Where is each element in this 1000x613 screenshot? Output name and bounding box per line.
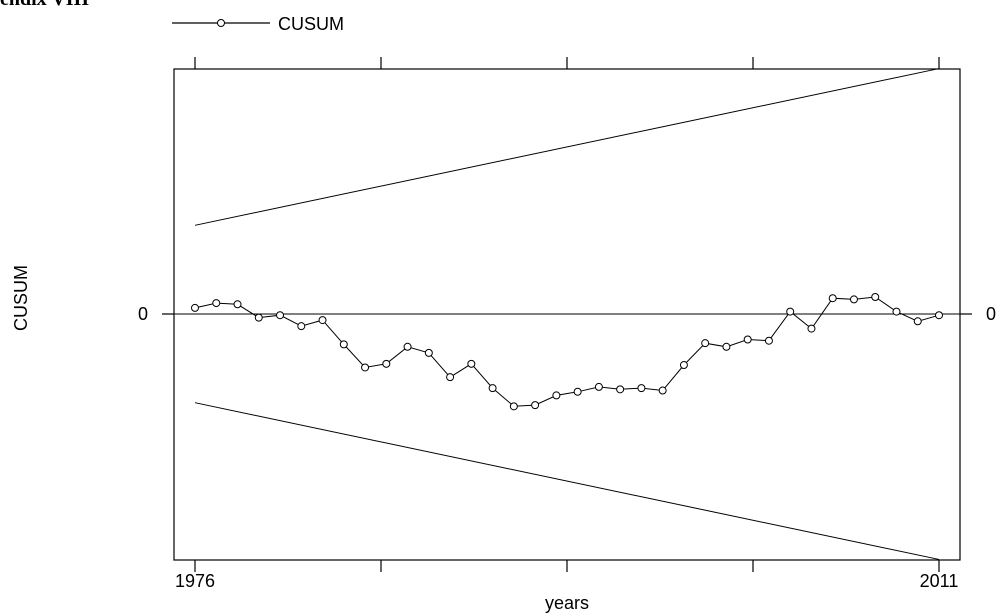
y-tick-label-left: 0 — [138, 304, 148, 324]
x-tick-label-1976: 1976 — [175, 571, 215, 591]
cusum-point-1978 — [233, 300, 242, 309]
cusum-point-1976 — [191, 303, 199, 312]
cusum-point-2007 — [849, 295, 858, 304]
cusum-point-1997 — [637, 384, 646, 393]
cusum-point-1995 — [594, 382, 603, 391]
cusum-point-1989 — [467, 359, 476, 368]
cusum-point-2006 — [828, 294, 837, 303]
cusum-point-2000 — [701, 339, 710, 348]
cusum-point-1979 — [254, 313, 263, 322]
cusum-point-1992 — [531, 401, 540, 410]
cusum-point-1991 — [509, 402, 518, 411]
y-tick-label-right: 0 — [986, 304, 996, 324]
lower-bound-line — [194, 402, 940, 560]
x-ticks — [194, 57, 940, 572]
cusum-point-1977 — [212, 299, 221, 308]
cusum-series-line — [194, 296, 940, 407]
x-axis-title: years — [545, 593, 589, 613]
cusum-point-2011 — [935, 311, 943, 320]
cusum-point-2004 — [786, 307, 795, 316]
cusum-point-2008 — [871, 292, 880, 301]
legend-label: CUSUM — [278, 14, 344, 34]
cusum-point-2009 — [892, 307, 901, 316]
legend: CUSUM — [172, 14, 344, 34]
x-tick-label-2011: 2011 — [920, 571, 959, 591]
cusum-point-1988 — [446, 373, 455, 382]
cusum-point-1986 — [403, 342, 412, 351]
cusum-point-2003 — [764, 336, 773, 345]
cusum-point-2002 — [743, 335, 752, 344]
cusum-point-2001 — [722, 342, 731, 351]
cusum-point-1985 — [382, 359, 391, 368]
page-title: endix VIII — [0, 0, 89, 11]
cusum-point-2010 — [913, 317, 922, 326]
cusum-point-2005 — [807, 324, 816, 333]
cusum-point-1993 — [552, 391, 561, 400]
cusum-point-1990 — [488, 384, 497, 393]
cusum-point-1980 — [276, 311, 285, 320]
cusum-point-1982 — [318, 316, 327, 325]
chart-marks — [174, 68, 960, 560]
cusum-point-1987 — [424, 348, 433, 357]
cusum-point-1981 — [297, 322, 306, 331]
cusum-point-1996 — [616, 385, 625, 394]
cusum-point-1984 — [361, 363, 370, 372]
cusum-point-1983 — [339, 340, 348, 349]
cusum-point-1999 — [679, 361, 688, 370]
legend-marker — [217, 19, 225, 27]
cusum-point-1998 — [658, 386, 667, 395]
y-axis-title: CUSUM — [11, 265, 31, 331]
cusum-point-1994 — [573, 387, 582, 396]
upper-bound-line — [194, 68, 940, 226]
